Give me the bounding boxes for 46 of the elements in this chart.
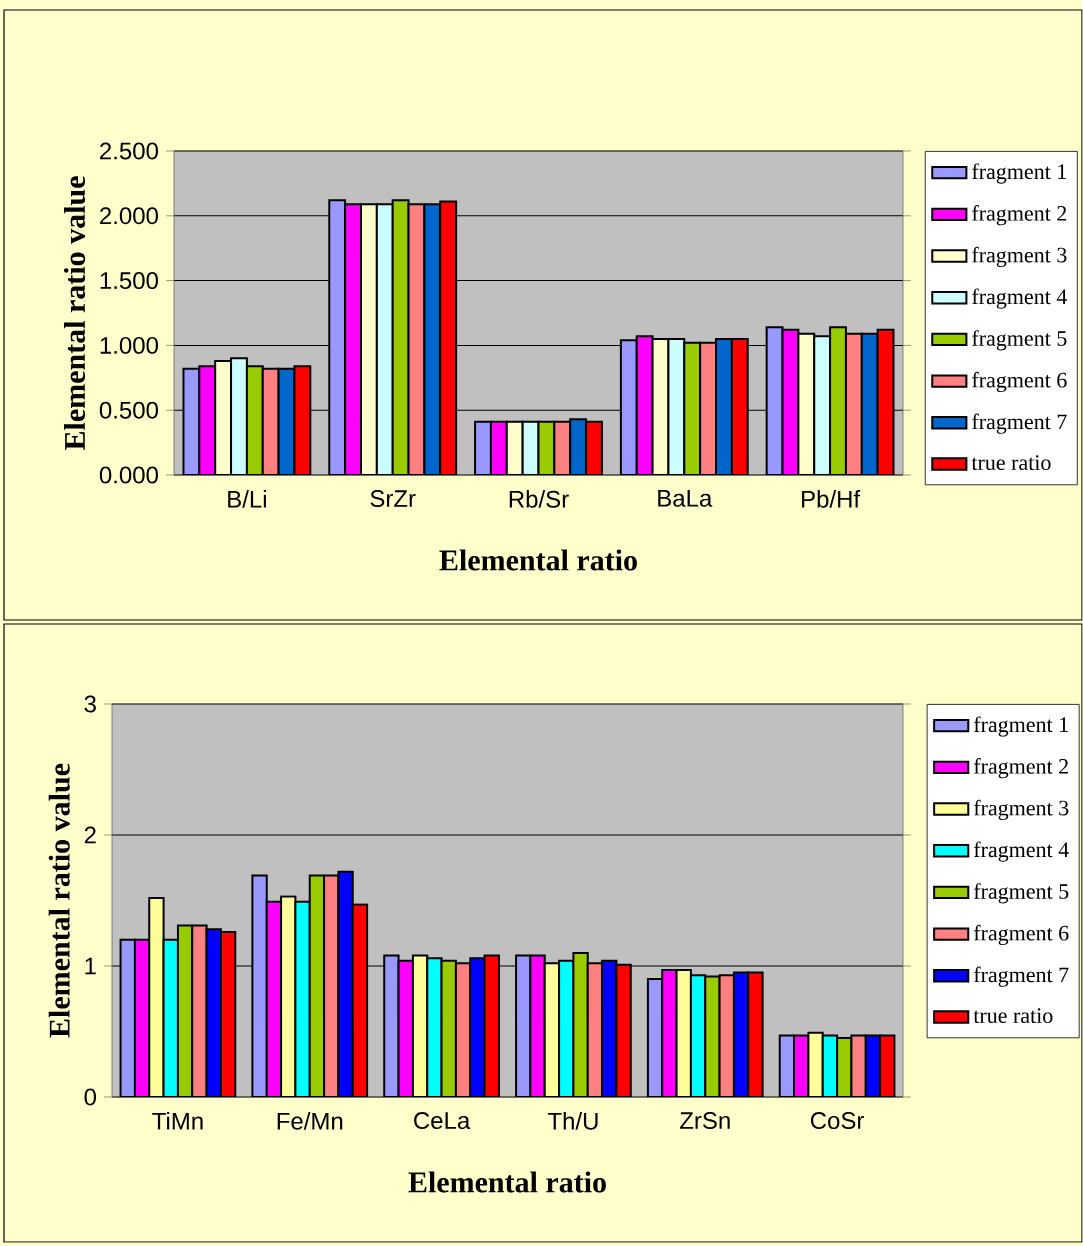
y-tick-label: 0 (84, 1088, 97, 1106)
legend-label: fragment 1 (974, 716, 1069, 737)
y-tick-label: 3 (84, 695, 97, 713)
legend-label: fragment 6 (974, 924, 1069, 946)
legend-label: fragment 6 (972, 371, 1067, 393)
x-tick-label: Pb/Hf (802, 490, 861, 508)
x-tick-label: CeLa (414, 1112, 471, 1130)
legend-label: true ratio (971, 455, 1051, 471)
x-tick-label: SrZr (370, 490, 416, 508)
y-tick-label: 2.500 (100, 142, 159, 160)
x-tick-label: TiMn (152, 1112, 203, 1130)
x-axis-title: Elemental ratio (439, 549, 638, 571)
legend-label: fragment 7 (972, 413, 1067, 434)
legend-label: fragment 2 (972, 205, 1067, 226)
x-tick-label: CoSr (811, 1112, 865, 1130)
x-tick-label: ZrSn (680, 1112, 730, 1130)
bar (337, 870, 354, 1097)
x-tick-label: Rb/Sr (510, 490, 569, 508)
y-tick-label: 1 (85, 957, 96, 975)
legend-label: fragment 3 (974, 799, 1069, 820)
legend-label: fragment 2 (974, 758, 1069, 779)
legend-label: fragment 7 (974, 966, 1069, 987)
x-tick-label: Th/U (548, 1112, 598, 1130)
y-axis-title: Elemental ratio value (64, 176, 86, 450)
y-axis-title: Elemental ratio value (48, 763, 71, 1038)
y-tick-label: 2.000 (100, 207, 159, 225)
y-tick-label: 2 (84, 826, 96, 844)
bar (191, 924, 208, 1097)
x-tick-label: B/Li (228, 490, 267, 508)
bar (148, 896, 165, 1097)
x-axis-title: Elemental ratio (408, 1171, 607, 1193)
y-tick-label: 0.000 (100, 466, 159, 484)
legend-label: fragment 5 (974, 883, 1069, 904)
y-tick-label: 1.500 (100, 272, 159, 290)
legend-label: fragment 3 (972, 246, 1067, 267)
y-tick-label: 1.000 (100, 336, 159, 354)
legend-label: fragment 5 (972, 330, 1067, 351)
x-tick-label: BaLa (658, 490, 713, 507)
bar (294, 900, 311, 1097)
legend-label: fragment 4 (972, 288, 1068, 309)
legend-label: fragment 4 (974, 841, 1070, 862)
x-tick-label: Fe/Mn (277, 1112, 343, 1130)
y-tick-label: 0.500 (100, 401, 159, 419)
legend-label: fragment 1 (972, 163, 1067, 184)
bar (251, 874, 268, 1097)
legend-label: true ratio (973, 1008, 1053, 1024)
